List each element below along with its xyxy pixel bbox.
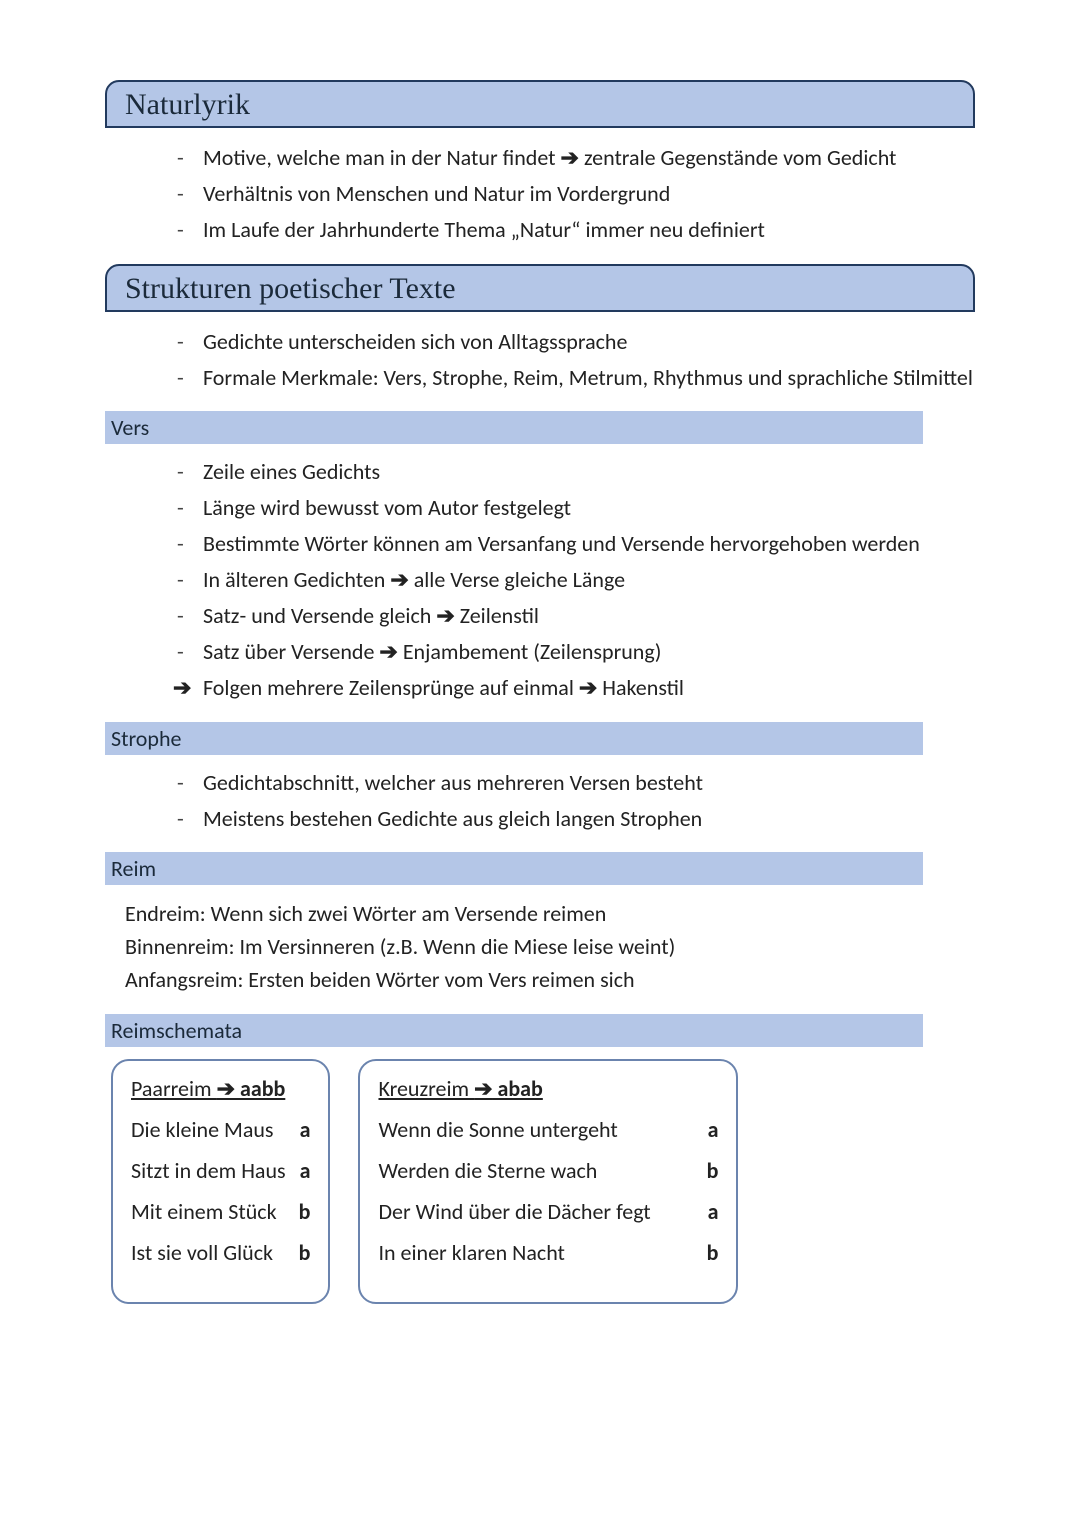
- list-item-text-post: zentrale Gegenstände vom Gedicht: [579, 144, 896, 171]
- scheme-line: Die kleine Maus a: [131, 1116, 310, 1143]
- arrow-icon: ➔: [217, 1075, 235, 1102]
- list-item-text-post: Hakenstil: [597, 674, 684, 701]
- scheme-line-tag: a: [300, 1157, 311, 1184]
- definition-line: Endreim: Wenn sich zwei Wörter am Versen…: [125, 897, 975, 930]
- scheme-pattern: aabb: [235, 1075, 285, 1102]
- list-item-text-post: Enjambement (Zeilensprung): [398, 638, 662, 665]
- scheme-line-tag: a: [708, 1116, 719, 1143]
- definition-line: Anfangsreim: Ersten beiden Wörter vom Ve…: [125, 963, 975, 996]
- list-item: Bestimmte Wörter können am Versanfang un…: [177, 528, 975, 560]
- banner-title: Strukturen poetischer Texte: [125, 272, 456, 305]
- list-item: In älteren Gedichten ➔ alle Verse gleich…: [177, 564, 975, 596]
- list-item-text: Zeile eines Gedichts: [203, 458, 380, 485]
- scheme-line-tag: b: [299, 1239, 311, 1266]
- arrow-icon: ➔: [379, 638, 397, 665]
- list-item: Länge wird bewusst vom Autor festgelegt: [177, 492, 975, 524]
- list-item-text: Verhältnis von Menschen und Natur im Vor…: [203, 180, 670, 207]
- subheading-reim: Reim: [105, 852, 923, 885]
- scheme-line: Mit einem Stück b: [131, 1198, 310, 1225]
- scheme-line-text: Der Wind über die Dächer fegt: [378, 1198, 650, 1225]
- naturlyrik-list: Motive, welche man in der Natur findet ➔…: [105, 142, 975, 246]
- subheading-vers: Vers: [105, 411, 923, 444]
- list-item-text: Bestimmte Wörter können am Versanfang un…: [203, 530, 920, 557]
- list-item-text: Formale Merkmale: Vers, Strophe, Reim, M…: [203, 364, 973, 391]
- section-banner-strukturen: Strukturen poetischer Texte: [105, 264, 975, 312]
- list-item-text: Meistens bestehen Gedichte aus gleich la…: [203, 805, 702, 832]
- scheme-line-text: Mit einem Stück: [131, 1198, 277, 1225]
- scheme-title: Kreuzreim ➔ abab: [378, 1075, 718, 1102]
- scheme-line-text: Werden die Sterne wach: [378, 1157, 597, 1184]
- list-item: Satz über Versende ➔ Enjambement (Zeilen…: [177, 636, 975, 668]
- strukturen-list: Gedichte unterscheiden sich von Alltagss…: [105, 326, 975, 394]
- scheme-line-text: Sitzt in dem Haus: [131, 1157, 286, 1184]
- list-item-text: Gedichte unterscheiden sich von Alltagss…: [203, 328, 627, 355]
- scheme-line: Ist sie voll Glück b: [131, 1239, 310, 1266]
- list-item-text: In älteren Gedichten: [203, 566, 390, 593]
- arrow-icon: ➔: [561, 144, 579, 171]
- list-item: Formale Merkmale: Vers, Strophe, Reim, M…: [177, 362, 975, 394]
- section-banner-naturlyrik: Naturlyrik: [105, 80, 975, 128]
- scheme-pattern: abab: [493, 1075, 543, 1102]
- scheme-line-tag: b: [707, 1239, 719, 1266]
- scheme-box-kreuzreim: Kreuzreim ➔ ababWenn die Sonne untergeht…: [358, 1059, 738, 1304]
- list-item: Zeile eines Gedichts: [177, 456, 975, 488]
- list-item: Verhältnis von Menschen und Natur im Vor…: [177, 178, 975, 210]
- list-item-text: Satz- und Versende gleich: [203, 602, 436, 629]
- reim-definitions: Endreim: Wenn sich zwei Wörter am Versen…: [105, 897, 975, 996]
- strophe-list: Gedichtabschnitt, welcher aus mehreren V…: [105, 767, 975, 835]
- arrow-icon: ➔: [579, 674, 597, 701]
- vers-list: Zeile eines Gedichts Länge wird bewusst v…: [105, 456, 975, 703]
- scheme-line-tag: b: [707, 1157, 719, 1184]
- scheme-line-text: Ist sie voll Glück: [131, 1239, 273, 1266]
- definition-line: Binnenreim: Im Versinneren (z.B. Wenn di…: [125, 930, 975, 963]
- banner-title: Naturlyrik: [125, 88, 250, 121]
- scheme-line-text: Die kleine Maus: [131, 1116, 274, 1143]
- scheme-line-tag: b: [299, 1198, 311, 1225]
- list-item-text: Motive, welche man in der Natur findet: [203, 144, 561, 171]
- rhyme-scheme-container: Paarreim ➔ aabbDie kleine MausaSitzt in …: [105, 1059, 975, 1304]
- scheme-line: Der Wind über die Dächer fegt a: [378, 1198, 718, 1225]
- arrow-icon: ➔: [390, 566, 408, 593]
- list-item: Im Laufe der Jahrhunderte Thema „Natur“ …: [177, 214, 975, 246]
- list-item-text-post: Zeilenstil: [455, 602, 539, 629]
- scheme-line-text: Wenn die Sonne untergeht: [378, 1116, 617, 1143]
- scheme-line: Wenn die Sonne untergeht a: [378, 1116, 718, 1143]
- list-item-text: Im Laufe der Jahrhunderte Thema „Natur“ …: [203, 216, 765, 243]
- list-item: Meistens bestehen Gedichte aus gleich la…: [177, 803, 975, 835]
- list-item-text: Gedichtabschnitt, welcher aus mehreren V…: [203, 769, 703, 796]
- list-item-text-post: alle Verse gleiche Länge: [409, 566, 625, 593]
- list-item-text: Länge wird bewusst vom Autor festgelegt: [203, 494, 571, 521]
- list-item-text: Satz über Versende: [203, 638, 379, 665]
- list-item: Folgen mehrere Zeilensprünge auf einmal …: [177, 672, 975, 704]
- scheme-line: Werden die Sterne wach b: [378, 1157, 718, 1184]
- scheme-line: Sitzt in dem Haus a: [131, 1157, 310, 1184]
- list-item-text: Folgen mehrere Zeilensprünge auf einmal: [203, 674, 579, 701]
- subheading-strophe: Strophe: [105, 722, 923, 755]
- scheme-line-text: In einer klaren Nacht: [378, 1239, 564, 1266]
- scheme-name: Paarreim: [131, 1075, 217, 1102]
- arrow-icon: ➔: [474, 1075, 492, 1102]
- list-item: Gedichtabschnitt, welcher aus mehreren V…: [177, 767, 975, 799]
- scheme-line: In einer klaren Nacht b: [378, 1239, 718, 1266]
- subheading-reimschemata: Reimschemata: [105, 1014, 923, 1047]
- list-item: Satz- und Versende gleich ➔ Zeilenstil: [177, 600, 975, 632]
- arrow-icon: ➔: [436, 602, 454, 629]
- scheme-box-paarreim: Paarreim ➔ aabbDie kleine MausaSitzt in …: [111, 1059, 330, 1304]
- scheme-line-tag: a: [708, 1198, 719, 1225]
- list-item: Gedichte unterscheiden sich von Alltagss…: [177, 326, 975, 358]
- scheme-name: Kreuzreim: [378, 1075, 474, 1102]
- list-item: Motive, welche man in der Natur findet ➔…: [177, 142, 975, 174]
- scheme-line-tag: a: [300, 1116, 311, 1143]
- scheme-title: Paarreim ➔ aabb: [131, 1075, 310, 1102]
